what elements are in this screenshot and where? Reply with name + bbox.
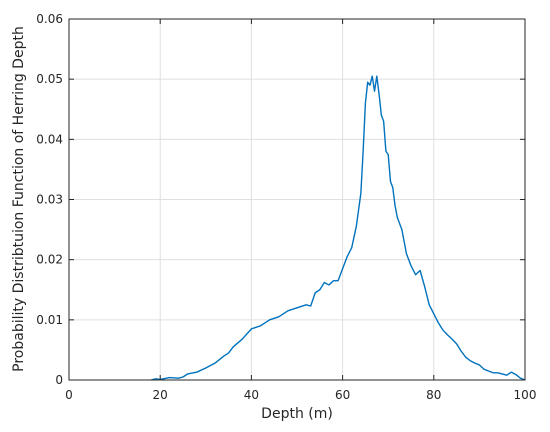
y-tick-label: 0.03 <box>36 193 63 207</box>
grid <box>68 18 526 381</box>
axes: 0 20 40 60 80 100 0 0.01 0.02 0.03 0.04 0.05 0.06 <box>36 12 536 402</box>
x-tick-label: 60 <box>335 388 350 402</box>
plot-area <box>150 75 526 381</box>
y-tick-label: 0 <box>55 373 63 387</box>
x-tick-label: 40 <box>244 388 259 402</box>
x-tick-label: 100 <box>514 388 537 402</box>
y-axis-label: Probability Distribtuion Function of Her… <box>11 26 27 372</box>
y-tick-label: 0.01 <box>36 313 63 327</box>
y-tick-label: 0.02 <box>36 253 63 267</box>
x-tick-label: 80 <box>426 388 441 402</box>
y-tick-label: 0.05 <box>36 72 63 86</box>
x-tick-label: 20 <box>153 388 168 402</box>
y-tick-label: 0.06 <box>36 12 63 26</box>
pdf-series-line <box>150 75 526 381</box>
y-tick-label: 0.04 <box>36 132 63 146</box>
x-axis-label: Depth (m) <box>261 406 333 422</box>
x-tick-label: 0 <box>65 388 73 402</box>
